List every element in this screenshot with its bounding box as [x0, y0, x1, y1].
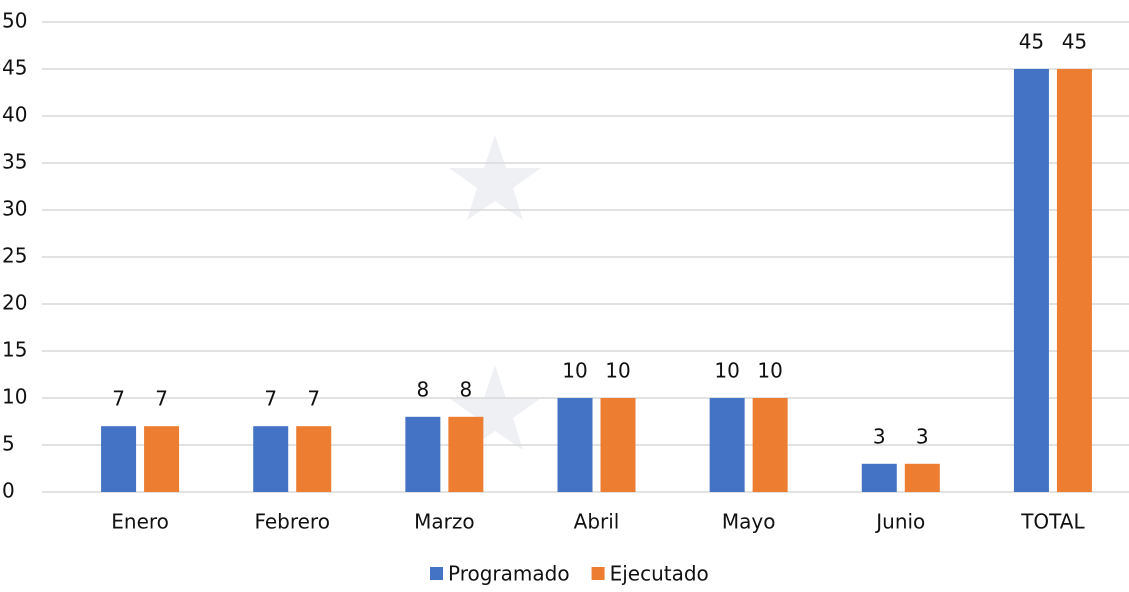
y-tick-label: 20	[2, 291, 27, 315]
x-tick-label: TOTAL	[1020, 510, 1085, 534]
data-label: 10	[757, 359, 782, 383]
legend-swatch	[430, 567, 443, 580]
legend-label: Programado	[448, 562, 570, 586]
bar	[1013, 69, 1049, 492]
bar	[861, 463, 897, 492]
data-label: 3	[873, 424, 886, 448]
x-tick-label: Enero	[111, 510, 169, 534]
data-label: 7	[112, 387, 125, 411]
bar	[405, 416, 441, 492]
data-label: 10	[605, 359, 630, 383]
bar	[296, 426, 332, 492]
y-tick-label: 5	[2, 432, 15, 456]
bar	[904, 463, 940, 492]
data-label: 7	[264, 387, 277, 411]
bar	[752, 398, 788, 492]
data-label: 45	[1019, 30, 1044, 54]
x-tick-label: Marzo	[414, 510, 474, 534]
x-tick-label: Abril	[574, 510, 620, 534]
legend-swatch	[591, 567, 605, 580]
bar	[448, 416, 484, 492]
data-label: 3	[916, 424, 929, 448]
bar	[709, 398, 745, 492]
bar	[557, 398, 593, 492]
watermark	[449, 135, 541, 450]
y-tick-label: 40	[2, 103, 27, 127]
data-label: 7	[155, 387, 168, 411]
y-tick-label: 15	[2, 338, 27, 362]
y-tick-label: 45	[2, 56, 27, 80]
bar	[1056, 69, 1092, 492]
y-tick-label: 50	[2, 9, 27, 33]
bar	[600, 398, 636, 492]
x-tick-label: Mayo	[722, 510, 776, 534]
legend-label: Ejecutado	[610, 562, 709, 586]
x-tick-label: Junio	[874, 510, 925, 534]
data-label: 10	[562, 359, 587, 383]
bar	[144, 426, 180, 492]
bar	[253, 426, 289, 492]
y-tick-label: 30	[2, 197, 27, 221]
y-tick-label: 0	[2, 479, 15, 503]
data-label: 8	[416, 377, 429, 401]
x-tick-label: Febrero	[254, 510, 330, 534]
data-label: 45	[1062, 30, 1087, 54]
y-tick-label: 35	[2, 150, 27, 174]
data-label: 7	[307, 387, 320, 411]
data-label: 10	[714, 359, 739, 383]
y-tick-label: 25	[2, 244, 27, 268]
bar	[101, 426, 137, 492]
y-tick-label: 10	[2, 385, 27, 409]
data-label: 8	[459, 377, 472, 401]
